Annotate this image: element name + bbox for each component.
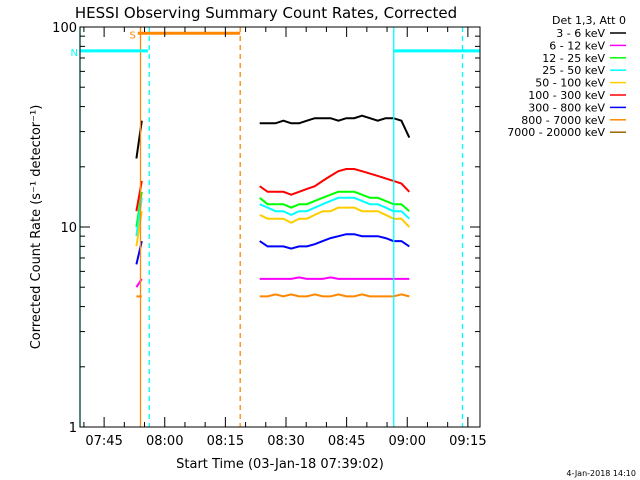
series-line-6-segment-1 (259, 233, 410, 250)
series-line-7-segment-1 (259, 293, 410, 298)
x-axis-label: Start Time (03-Jan-18 07:39:02) (176, 457, 384, 472)
y-tick-label-1: 10 (60, 221, 77, 236)
axis-layer: 1 10 100 07:45 08:00 08:15 08:30 08:45 09:00 09:1… (52, 21, 486, 449)
series-line-1-segment-1 (259, 276, 410, 280)
legend-label-8: 7000 - 20000 keV (507, 126, 605, 139)
y-tick-label-0: 1 (69, 421, 77, 436)
x-tick-label-6: 09:15 (449, 434, 486, 449)
x-tick-label-2: 08:15 (207, 434, 244, 449)
y-axis-label: Corrected Count Rate (s⁻¹ detector⁻¹) (29, 105, 44, 350)
annotation-label-0: S (129, 30, 135, 41)
legend-label-2: 12 - 25 keV (542, 52, 605, 65)
legend-label-6: 300 - 800 keV (528, 101, 605, 114)
chart-title: HESSI Observing Summary Count Rates, Cor… (75, 4, 457, 22)
series-line-3-segment-1 (259, 196, 410, 220)
legend-label-5: 100 - 300 keV (528, 89, 605, 102)
x-tick-label-5: 09:00 (389, 434, 426, 449)
series-line-5-segment-1 (259, 168, 411, 196)
x-tick-label-4: 08:45 (328, 434, 365, 449)
y-tick-label-2: 100 (52, 21, 77, 36)
legend-label-3: 25 - 50 keV (542, 64, 605, 77)
legend-label-4: 50 - 100 keV (535, 77, 605, 90)
series-line-2-segment-1 (259, 190, 410, 212)
series-line-0-segment-1 (259, 114, 411, 139)
x-tick-label-0: 07:45 (85, 434, 122, 449)
legend-label-0: 3 - 6 keV (556, 27, 605, 40)
legend-title: Det 1,3, Att 0 (552, 14, 626, 27)
annotation-label-1: N (71, 48, 78, 59)
series-line-4-segment-1 (259, 206, 411, 228)
legend-label-7: 800 - 7000 keV (521, 114, 605, 127)
x-tick-label-1: 08:00 (146, 434, 183, 449)
timestamp: 4-Jan-2018 14:10 (566, 469, 636, 478)
annotation-layer: SN (71, 27, 480, 427)
data-layer (135, 114, 411, 298)
x-tick-label-3: 08:30 (267, 434, 304, 449)
legend-label-1: 6 - 12 keV (549, 39, 605, 52)
